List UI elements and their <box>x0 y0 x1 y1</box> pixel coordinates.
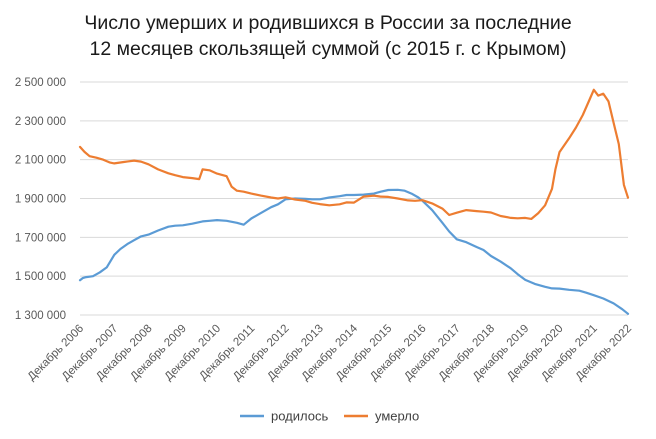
y-tick-label: 1 900 000 <box>15 194 66 206</box>
y-tick-label: 1 700 000 <box>15 232 66 244</box>
legend: родилось умерло <box>240 409 419 424</box>
y-tick-label: 1 500 000 <box>15 271 66 283</box>
chart-title-line-2: 12 месяцев скользящей суммой (с 2015 г. … <box>89 38 567 60</box>
series-line-births <box>78 188 630 315</box>
y-tick-label: 2 500 000 <box>15 77 66 89</box>
y-tick-label: 1 300 000 <box>15 310 66 322</box>
gridlines <box>80 81 628 316</box>
y-axis-ticks: 1 300 000 1 500 000 1 700 000 1 900 000 2 10… <box>15 77 66 322</box>
series-line-deaths <box>78 88 630 220</box>
y-tick-label: 2 100 000 <box>15 155 66 167</box>
legend-label: умерло <box>375 409 419 424</box>
chart-title: Число умерших и родившихся в России за п… <box>0 10 656 62</box>
y-tick-label: 2 300 000 <box>15 116 66 128</box>
legend-label: родилось <box>271 409 328 424</box>
series-lines <box>78 88 630 315</box>
chart-title-line-1: Число умерших и родившихся в России за п… <box>84 12 572 34</box>
